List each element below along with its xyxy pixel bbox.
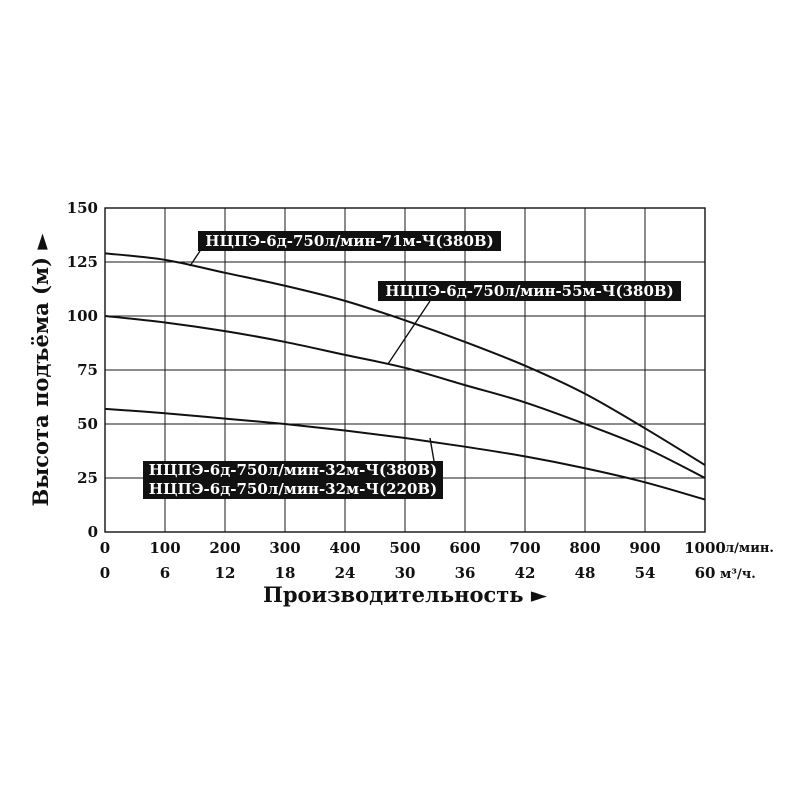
series-curve-2	[104, 315, 706, 479]
x-tick-label: 400	[329, 539, 360, 557]
x2-tick-label: 12	[215, 564, 236, 582]
series-label-text: НЦПЭ-6д-750л/мин-71м-Ч(380В)	[205, 232, 493, 250]
x-tick-label: 300	[269, 539, 300, 557]
plot-frame	[104, 207, 706, 533]
x-unit-label: л/мин.	[725, 541, 774, 556]
series-label-box	[143, 480, 443, 499]
plot-border	[104, 207, 706, 533]
series-labels: НЦПЭ-6д-750л/мин-71м-Ч(380В) НЦПЭ-6д-750л…	[143, 231, 681, 499]
x-tick-label: 900	[629, 539, 660, 557]
x-tick-label: 100	[149, 539, 180, 557]
y-tick-label: 125	[67, 253, 98, 271]
x2-tick-label: 18	[275, 564, 296, 582]
x-tick-label: 0	[100, 539, 110, 557]
y-tick-label: 75	[77, 361, 98, 379]
x2-tick-label: 48	[575, 564, 596, 582]
x2-tick-label: 54	[635, 564, 656, 582]
y-tick-label: 150	[67, 199, 98, 217]
series-label-text: НЦПЭ-6д-750л/мин-32м-Ч(380В)	[149, 461, 437, 479]
y-tick-label: 100	[67, 307, 98, 325]
series-label-box	[198, 231, 501, 251]
series-label-leader	[429, 437, 435, 462]
y-tick-label: 0	[88, 523, 98, 541]
x2-unit-label: м³/ч.	[720, 567, 756, 582]
series-label-leader	[189, 250, 201, 267]
x-tick-label: 800	[569, 539, 600, 557]
x2-tick-label: 42	[515, 564, 536, 582]
x-tick-label: 200	[209, 539, 240, 557]
y-tick-label: 25	[77, 469, 98, 487]
series-curve-3	[104, 407, 706, 501]
series-label-text: НЦПЭ-6д-750л/мин-32м-Ч(220В)	[149, 480, 437, 498]
x2-tick-label: 24	[335, 564, 356, 582]
pump-curves	[104, 252, 706, 501]
x2-tick-label: 36	[455, 564, 476, 582]
series-label-box	[378, 281, 681, 301]
grid	[105, 208, 705, 532]
y-tick-label: 50	[77, 415, 98, 433]
series-label-box	[143, 461, 443, 480]
x2-tick-label: 6	[160, 564, 170, 582]
x-tick-label: 500	[389, 539, 420, 557]
x2-tick-label: 60	[695, 564, 716, 582]
series-curve-1	[104, 252, 706, 466]
x-tick-label: 700	[509, 539, 540, 557]
x-tick-label: 1000	[684, 539, 726, 557]
y-axis-title: Высота подъёма (м) ►	[28, 233, 53, 507]
x2-tick-label: 0	[100, 564, 110, 582]
x-tick-label: 600	[449, 539, 480, 557]
x-axis-title: Производительность ►	[263, 582, 548, 607]
series-label-text: НЦПЭ-6д-750л/мин-55м-Ч(380В)	[385, 282, 673, 300]
series-label-leader	[387, 300, 431, 365]
x2-tick-label: 30	[395, 564, 416, 582]
